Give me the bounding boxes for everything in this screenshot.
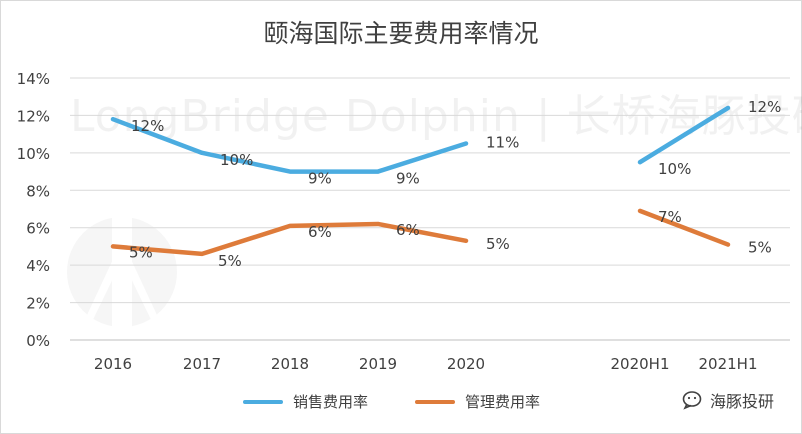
legend-swatch-sales bbox=[243, 399, 283, 404]
brand-badge: 海豚投研 bbox=[682, 388, 774, 412]
x-tick-label: 2020H1 bbox=[611, 355, 670, 373]
legend-item-mgmt: 管理费用率 bbox=[415, 391, 540, 412]
series-line-sales bbox=[110, 116, 469, 174]
brand-name: 海豚投研 bbox=[709, 392, 774, 411]
data-label: 12% bbox=[748, 98, 781, 116]
data-label: 5% bbox=[486, 235, 510, 253]
chart-title: 颐海国际主要费用率情况 bbox=[263, 19, 539, 48]
data-label: 11% bbox=[486, 134, 519, 152]
data-label: 6% bbox=[308, 223, 332, 241]
y-tick-label: 4% bbox=[26, 257, 50, 275]
x-tick-label: 2016 bbox=[94, 355, 132, 373]
data-label: 9% bbox=[396, 170, 420, 188]
data-label: 6% bbox=[396, 221, 420, 239]
y-tick-label: 12% bbox=[17, 107, 50, 125]
x-tick-label: 2019 bbox=[359, 355, 397, 373]
x-tick-label: 2020 bbox=[447, 355, 485, 373]
legend-label-sales: 销售费用率 bbox=[293, 393, 369, 411]
x-tick-label: 2021H1 bbox=[699, 355, 758, 373]
data-label: 5% bbox=[748, 239, 772, 257]
y-tick-label: 6% bbox=[26, 220, 50, 238]
y-tick-label: 0% bbox=[26, 332, 50, 350]
data-label: 10% bbox=[220, 151, 253, 169]
series-line-mgmt bbox=[110, 221, 469, 257]
series-line-mgmt bbox=[637, 208, 731, 247]
x-tick-label: 2017 bbox=[183, 355, 221, 373]
watermark-emblem bbox=[67, 200, 177, 330]
x-tick-label: 2018 bbox=[271, 355, 309, 373]
data-label: 10% bbox=[658, 160, 691, 178]
watermark-text: LongBridge Dolphin | 长桥海豚投研 bbox=[70, 91, 802, 142]
legend-item-sales: 销售费用率 bbox=[243, 391, 368, 412]
data-label: 12% bbox=[131, 117, 164, 135]
data-label: 5% bbox=[129, 243, 153, 261]
legend-swatch-mgmt bbox=[415, 399, 455, 404]
data-label: 7% bbox=[658, 208, 682, 226]
y-tick-label: 14% bbox=[17, 70, 50, 88]
wechat-bubble-icon bbox=[682, 391, 702, 410]
y-tick-label: 8% bbox=[26, 182, 50, 200]
data-label: 5% bbox=[218, 252, 242, 270]
legend-label-mgmt: 管理费用率 bbox=[465, 393, 541, 411]
y-tick-label: 10% bbox=[17, 145, 50, 163]
y-tick-label: 2% bbox=[26, 295, 50, 313]
data-label: 9% bbox=[308, 170, 332, 188]
series-line-sales bbox=[637, 105, 731, 165]
